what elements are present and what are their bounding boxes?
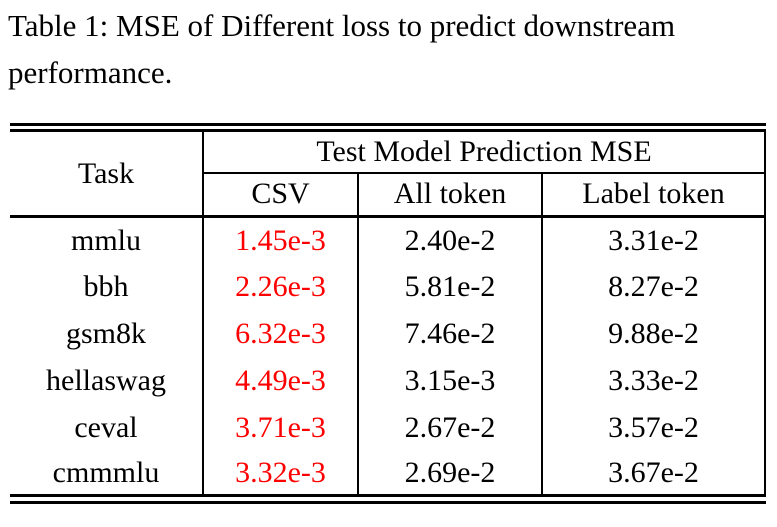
caption-line-1: Table 1: MSE of Different loss to predic… [8, 8, 676, 43]
mse-group-header-cell: Test Model Prediction MSE [203, 127, 767, 174]
table-row: hellaswag 4.49e-3 3.15e-3 3.33e-2 [10, 357, 767, 405]
all-token-value-cell: 7.46e-2 [358, 310, 543, 358]
table-caption: Table 1: MSE of Different loss to predic… [8, 2, 773, 96]
task-cell: mmlu [10, 216, 204, 264]
csv-value-cell: 4.49e-3 [203, 357, 359, 405]
label-token-value-cell: 3.67e-2 [542, 451, 767, 499]
label-token-header-cell: Label token [542, 172, 767, 218]
task-cell: gsm8k [10, 310, 204, 358]
table-row: cmmmlu 3.32e-3 2.69e-2 3.67e-2 [10, 451, 767, 499]
csv-header-cell: CSV [203, 172, 359, 218]
csv-value-cell: 6.32e-3 [203, 310, 359, 358]
all-token-value-cell: 2.40e-2 [358, 216, 543, 264]
task-cell: bbh [10, 263, 204, 311]
task-cell: hellaswag [10, 357, 204, 405]
table-row: bbh 2.26e-3 5.81e-2 8.27e-2 [10, 263, 767, 311]
label-token-value-cell: 3.31e-2 [542, 216, 767, 264]
csv-value-cell: 3.71e-3 [203, 404, 359, 452]
label-token-value-cell: 3.57e-2 [542, 404, 767, 452]
csv-value-cell: 1.45e-3 [203, 216, 359, 264]
task-cell: cmmmlu [10, 451, 204, 499]
caption-line-2: performance. [8, 55, 173, 90]
task-header-cell: Task [10, 127, 204, 218]
table-row: mmlu 1.45e-3 2.40e-2 3.31e-2 [10, 216, 767, 264]
label-token-value-cell: 3.33e-2 [542, 357, 767, 405]
all-token-header-cell: All token [358, 172, 543, 218]
label-token-value-cell: 9.88e-2 [542, 310, 767, 358]
all-token-value-cell: 2.69e-2 [358, 451, 543, 499]
label-token-value-cell: 8.27e-2 [542, 263, 767, 311]
results-table: Task Test Model Prediction MSE CSV All t… [10, 123, 767, 504]
csv-value-cell: 3.32e-3 [203, 451, 359, 499]
table-row: ceval 3.71e-3 2.67e-2 3.57e-2 [10, 404, 767, 452]
csv-value-cell: 2.26e-3 [203, 263, 359, 311]
all-token-value-cell: 2.67e-2 [358, 404, 543, 452]
table-row: gsm8k 6.32e-3 7.46e-2 9.88e-2 [10, 310, 767, 358]
all-token-value-cell: 5.81e-2 [358, 263, 543, 311]
task-cell: ceval [10, 404, 204, 452]
all-token-value-cell: 3.15e-3 [358, 357, 543, 405]
